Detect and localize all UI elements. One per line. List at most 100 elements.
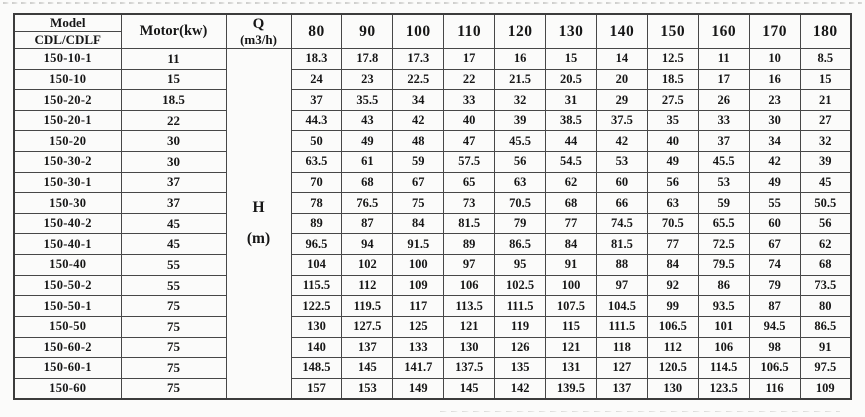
model-cell: 150-30-1 [13, 171, 122, 194]
table-row: 150-50-2 55 115.5 112 109 106 102.5 100 97 92 86 79… [13, 274, 852, 297]
head-value-cell: 60 [748, 212, 801, 235]
model-cell: 150-60-2 [13, 336, 122, 359]
motor-power-cell: 75 [120, 377, 227, 400]
table-row: 150-10 15 24 23 22.5 22 21.5 20.5 20 18.5 17 16 15 [13, 68, 852, 91]
model-header: Model [13, 13, 122, 32]
head-value-cell: 61 [341, 151, 394, 173]
motor-power-cell: 45 [120, 212, 227, 235]
motor-power-cell: 75 [120, 315, 227, 338]
head-value-cell: 148.5 [290, 357, 343, 379]
head-value-cell: 100 [392, 254, 445, 276]
head-symbol: H [252, 199, 265, 216]
head-value-cell: 130 [646, 377, 699, 400]
flow-column-header: 180 [799, 13, 852, 49]
motor-power-cell: 37 [120, 171, 227, 194]
head-value-cell: 70.5 [494, 192, 547, 214]
head-value-cell: 56 [799, 212, 852, 235]
head-value-cell: 47 [443, 130, 496, 153]
head-value-cell: 16 [748, 68, 801, 91]
head-value-cell: 115 [545, 315, 597, 338]
head-value-cell: 116 [748, 377, 801, 400]
head-value-cell: 109 [392, 274, 445, 297]
head-value-cell: 84 [646, 254, 699, 276]
head-value-cell: 37 [697, 130, 750, 153]
scan-artifact-top [3, 2, 862, 4]
head-value-cell: 63.5 [290, 151, 343, 173]
header-row-top: Model Motor(kw) Q (m3/h) 80 90 100 110 120 13… [13, 13, 852, 49]
head-value-cell: 115.5 [290, 274, 343, 297]
head-value-cell: 62 [545, 171, 597, 194]
head-value-cell: 130 [443, 336, 496, 359]
head-value-cell: 22.5 [392, 68, 445, 91]
head-value-cell: 70.5 [646, 212, 699, 235]
table-header: Model Motor(kw) Q (m3/h) 80 90 100 110 120 13… [13, 13, 852, 49]
head-value-cell: 80 [799, 295, 852, 317]
head-value-cell: 70 [290, 171, 343, 194]
flow-column-header: 100 [392, 13, 445, 49]
head-value-cell: 15 [799, 68, 852, 91]
head-value-cell: 79 [494, 212, 547, 235]
head-value-cell: 86 [697, 274, 750, 297]
table-row: 150-60-1 75 148.5 145 141.7 137.5 135 131 127 120… [13, 357, 852, 379]
head-value-cell: 135 [494, 357, 547, 379]
head-value-cell: 18.3 [290, 48, 343, 70]
head-value-cell: 44.3 [290, 109, 343, 132]
model-cell: 150-50 [13, 315, 122, 338]
head-value-cell: 145 [443, 377, 496, 400]
head-value-cell: 96.5 [290, 233, 343, 256]
head-value-cell: 149 [392, 377, 445, 400]
table-row: 150-30 37 78 76.5 75 73 70.5 68 66 63 59 55 50.5 [13, 192, 852, 214]
head-value-cell: 72.5 [697, 233, 750, 256]
model-series-header: CDL/CDLF [13, 31, 122, 49]
head-value-cell: 74 [748, 254, 801, 276]
head-value-cell: 50 [290, 130, 343, 153]
head-value-cell: 62 [799, 233, 852, 256]
head-value-cell: 95 [494, 254, 547, 276]
head-value-cell: 45.5 [494, 130, 547, 153]
head-value-cell: 113.5 [443, 295, 496, 317]
head-value-cell: 88 [595, 254, 648, 276]
head-value-cell: 104.5 [595, 295, 648, 317]
head-value-cell: 81.5 [595, 233, 648, 256]
motor-power-cell: 18.5 [120, 89, 227, 111]
head-value-cell: 63 [646, 192, 699, 214]
head-value-cell: 91 [799, 336, 852, 359]
head-value-cell: 32 [799, 130, 852, 153]
head-value-cell: 49 [748, 171, 801, 194]
head-value-cell: 30 [748, 109, 801, 132]
head-value-cell: 8.5 [799, 48, 852, 70]
head-value-cell: 106 [697, 336, 750, 359]
head-value-cell: 59 [392, 151, 445, 173]
head-unit-label: (m) [246, 230, 271, 247]
head-value-cell: 39 [494, 109, 547, 132]
motor-power-cell: 22 [120, 109, 227, 132]
head-value-cell: 23 [341, 68, 394, 91]
head-value-cell: 142 [494, 377, 547, 400]
model-cell: 150-30 [13, 192, 122, 214]
head-value-cell: 93.5 [697, 295, 750, 317]
head-value-cell: 84 [392, 212, 445, 235]
head-value-cell: 35.5 [341, 89, 394, 111]
head-value-cell: 123.5 [697, 377, 750, 400]
head-value-cell: 145 [341, 357, 394, 379]
head-value-cell: 87 [341, 212, 394, 235]
head-value-cell: 94 [341, 233, 394, 256]
head-value-cell: 73 [443, 192, 496, 214]
head-value-cell: 102 [341, 254, 394, 276]
head-value-cell: 38.5 [545, 109, 597, 132]
head-value-cell: 74.5 [595, 212, 648, 235]
head-value-cell: 101 [697, 315, 750, 338]
head-value-cell: 20.5 [545, 68, 597, 91]
head-value-cell: 112 [341, 274, 394, 297]
head-value-cell: 81.5 [443, 212, 496, 235]
head-value-cell: 23 [748, 89, 801, 111]
flow-column-header: 90 [341, 13, 394, 49]
head-value-cell: 16 [494, 48, 547, 70]
motor-header: Motor(kw) [120, 13, 227, 49]
head-value-cell: 66 [595, 192, 648, 214]
head-value-cell: 84 [545, 233, 597, 256]
model-cell: 150-50-1 [13, 295, 122, 317]
head-value-cell: 17.8 [341, 48, 394, 70]
head-value-cell: 33 [697, 109, 750, 132]
head-value-cell: 68 [341, 171, 394, 194]
